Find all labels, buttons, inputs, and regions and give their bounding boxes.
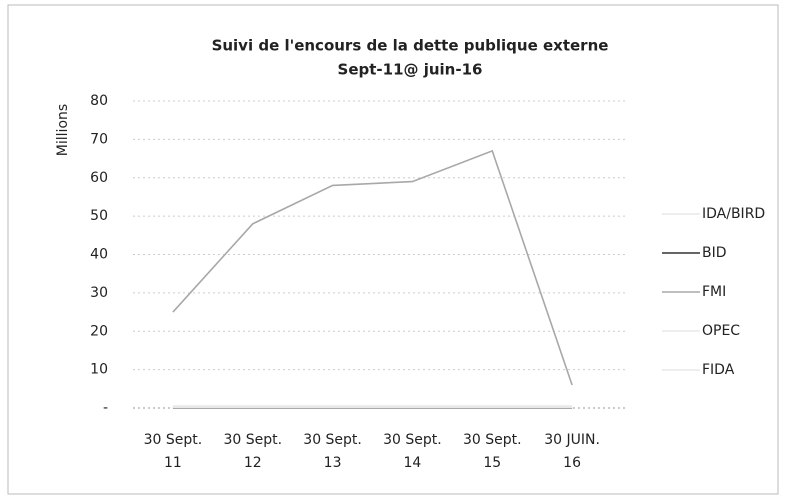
- x-tick-label-line: 12: [244, 455, 262, 471]
- x-tick-label-line: 30 Sept.: [223, 432, 282, 448]
- x-tick-label: 30 Sept. 14: [383, 432, 442, 471]
- chart-border: [7, 4, 779, 495]
- series-line: [172, 149, 573, 386]
- x-tick-label: 30 Sept. 13: [303, 432, 362, 471]
- legend-label: FMI: [702, 284, 726, 300]
- chart-title: Suivi de l'encours de la dette publique …: [212, 37, 609, 55]
- x-tick-label-line: 30 Sept.: [383, 432, 442, 448]
- legend-label: IDA/BIRD: [702, 206, 765, 222]
- x-tick-label-line: 30 JUIN.: [544, 432, 600, 448]
- y-axis-label: Millions: [55, 104, 71, 156]
- y-tick-label: 30: [90, 285, 108, 301]
- y-tick-label: 20: [90, 323, 108, 339]
- y-tick-label: 10: [90, 362, 108, 378]
- x-tick-label-line: 16: [563, 455, 581, 471]
- y-tick-label: 50: [90, 208, 108, 224]
- legend-label: BID: [702, 245, 727, 261]
- x-tick-label-line: 30 Sept.: [144, 432, 203, 448]
- x-tick-label-line: 13: [324, 455, 342, 471]
- y-tick-label: 80: [90, 93, 108, 109]
- x-tick-label: 30 Sept. 15: [463, 432, 522, 471]
- x-tick-label-line: 11: [164, 455, 182, 471]
- x-tick-label: 30 JUIN. 16: [544, 432, 600, 471]
- x-tick-label: 30 Sept. 12: [223, 432, 282, 471]
- x-tick-label-line: 30 Sept.: [463, 432, 522, 448]
- x-tick-label: 30 Sept. 11: [144, 432, 203, 471]
- x-tick-label-line: 30 Sept.: [303, 432, 362, 448]
- legend-label: OPEC: [702, 323, 740, 339]
- legend-label: FIDA: [702, 362, 735, 378]
- x-tick-label-line: 14: [404, 455, 422, 471]
- y-tick-label: 60: [90, 170, 108, 186]
- chart-subtitle: Sept-11@ juin-16: [338, 61, 483, 79]
- y-tick-label: -: [103, 400, 108, 416]
- x-tick-label-line: 15: [483, 455, 501, 471]
- y-tick-label: 40: [90, 247, 108, 263]
- y-tick-label: 70: [90, 131, 108, 147]
